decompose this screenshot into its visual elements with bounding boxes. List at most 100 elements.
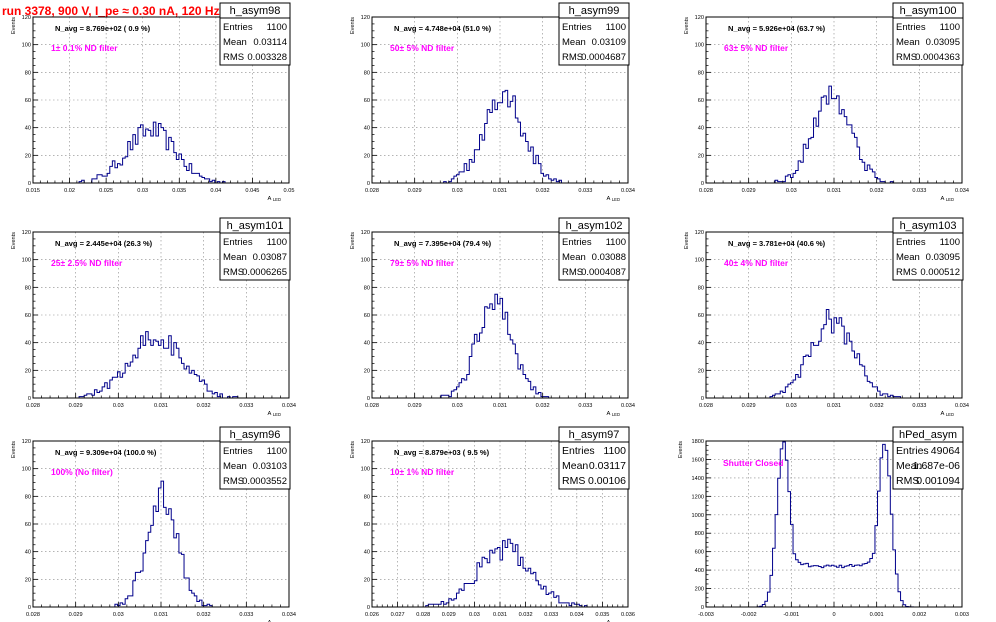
x-tick-label: 0.035 — [595, 612, 609, 618]
y-tick-label: 0 — [28, 605, 31, 611]
x-tick-label: 0.029 — [69, 403, 83, 409]
x-tick-label: -0.002 — [741, 612, 757, 618]
y-tick-label: 0 — [367, 396, 370, 402]
x-tick-label: 0.031 — [827, 403, 841, 409]
y-tick-label: 120 — [361, 230, 370, 236]
statbox-value: 0.03117 — [589, 460, 626, 472]
y-tick-label: 60 — [25, 313, 31, 319]
y-tick-label: 60 — [698, 313, 704, 319]
y-tick-label: 0 — [701, 396, 704, 402]
y-tick-label: 100 — [695, 43, 704, 49]
x-tick-label: 0.032 — [870, 188, 884, 194]
x-tick-label: 0.031 — [154, 612, 168, 618]
x-tick-label: 0.028 — [26, 612, 40, 618]
filter-label: 10± 1% ND filter — [390, 467, 455, 477]
x-tick-label: 0.033 — [544, 612, 558, 618]
histogram-line — [33, 331, 289, 399]
statbox-value: 0.03095 — [926, 252, 960, 263]
x-tick-label: 0.034 — [955, 403, 969, 409]
y-tick-label: 20 — [25, 368, 31, 374]
n-avg-note: N_avg = 8.879e+03 ( 9.5 %) — [394, 448, 490, 457]
y-axis-title: Events — [350, 17, 356, 34]
x-tick-label: 0.034 — [570, 612, 584, 618]
y-tick-label: 20 — [364, 577, 370, 583]
x-tick-label: 0.03 — [452, 403, 463, 409]
statbox-body — [892, 17, 964, 66]
filter-label: Shutter Closed — [723, 458, 783, 468]
statbox-value: 0.00106 — [588, 475, 626, 487]
filter-label: 1± 0.1% ND filter — [51, 43, 118, 53]
panel-h_asym100: 0.028 0.029 0.03 0.031 0.032 0.033 0.034 0 20 40 6… — [684, 2, 969, 202]
x-tick-label: 0.05 — [284, 188, 295, 194]
statbox-value: 0.0003552 — [242, 476, 287, 487]
statbox-label: Mean — [562, 252, 586, 263]
x-tick-label: 0.031 — [493, 612, 507, 618]
statbox-title: h_asym99 — [569, 5, 620, 17]
y-tick-label: 80 — [25, 285, 31, 291]
statbox-value: 0.0006265 — [242, 267, 287, 278]
y-tick-label: 120 — [361, 439, 370, 445]
y-tick-label: 40 — [25, 341, 31, 347]
statbox-body — [892, 441, 964, 490]
statbox-title: h_asym97 — [569, 429, 620, 441]
x-tick-label: 0.028 — [699, 403, 713, 409]
n-avg-note: N_avg = 4.748e+04 (51.0 %) — [394, 24, 492, 33]
x-tick-label: 0.034 — [621, 403, 635, 409]
y-tick-label: 80 — [25, 494, 31, 500]
page-title: run 3378, 900 V, I_pe ≈ 0.30 nA, 120 Hz — [2, 4, 220, 18]
n-avg-note: N_avg = 5.926e+04 (63.7 %) — [728, 24, 826, 33]
statbox-label: RMS — [562, 267, 583, 278]
x-tick-label: 0.034 — [621, 188, 635, 194]
x-tick-label: 0.026 — [365, 612, 379, 618]
y-tick-label: 80 — [364, 70, 370, 76]
y-tick-label: 80 — [364, 494, 370, 500]
y-tick-label: 0 — [701, 605, 704, 611]
panel-h_asym98: 0.015 0.02 0.025 0.03 0.035 0.04 0.045 0.05 0 20 4… — [11, 2, 295, 202]
statbox-label: Entries — [896, 22, 926, 33]
x-tick-label: 0.03 — [113, 612, 124, 618]
statbox-label: RMS — [223, 476, 244, 487]
x-tick-label: 0.033 — [578, 188, 592, 194]
statbox-value: 0.0004687 — [581, 52, 626, 63]
x-axis-title-subscript: LED — [612, 197, 620, 202]
y-tick-label: 120 — [22, 15, 31, 21]
filter-label: 40± 4% ND filter — [724, 258, 789, 268]
statbox-label: Entries — [223, 237, 253, 248]
x-axis-title-subscript: LED — [946, 412, 954, 417]
x-tick-label: 0.015 — [26, 188, 40, 194]
statbox-body — [219, 441, 291, 490]
y-tick-label: 40 — [364, 341, 370, 347]
y-tick-label: 100 — [361, 43, 370, 49]
y-axis-title: Events — [11, 17, 17, 34]
y-tick-label: 120 — [695, 230, 704, 236]
statbox-label: Entries — [896, 445, 929, 457]
y-tick-label: 120 — [22, 439, 31, 445]
y-tick-label: 1400 — [692, 476, 704, 482]
x-tick-label: 0.033 — [578, 403, 592, 409]
filter-label: 79± 5% ND filter — [390, 258, 455, 268]
x-tick-label: 0.028 — [365, 188, 379, 194]
statbox-label: RMS — [562, 52, 583, 63]
x-tick-label: 0.033 — [239, 612, 253, 618]
statbox-title: hPed_asym — [899, 429, 957, 441]
x-tick-label: 0.03 — [469, 612, 480, 618]
histogram-line — [706, 85, 962, 184]
n-avg-note: N_avg = 7.395e+04 (79.4 %) — [394, 239, 492, 248]
statbox-label: Mean — [896, 460, 922, 472]
x-tick-label: 0.029 — [442, 612, 456, 618]
y-tick-label: 60 — [364, 313, 370, 319]
y-tick-label: 40 — [698, 341, 704, 347]
statbox-title: h_asym102 — [566, 220, 623, 232]
statbox-label: RMS — [562, 475, 585, 487]
statbox-value: 1100 — [940, 22, 960, 33]
y-tick-label: 40 — [364, 550, 370, 556]
x-tick-label: 0.031 — [154, 403, 168, 409]
statbox-label: Entries — [223, 22, 253, 33]
y-tick-label: 1800 — [692, 439, 704, 445]
statbox-title: h_asym101 — [227, 220, 284, 232]
statbox-label: Mean — [223, 461, 247, 472]
y-tick-label: 100 — [695, 258, 704, 264]
statbox-body — [558, 232, 630, 281]
y-tick-label: 40 — [25, 126, 31, 132]
